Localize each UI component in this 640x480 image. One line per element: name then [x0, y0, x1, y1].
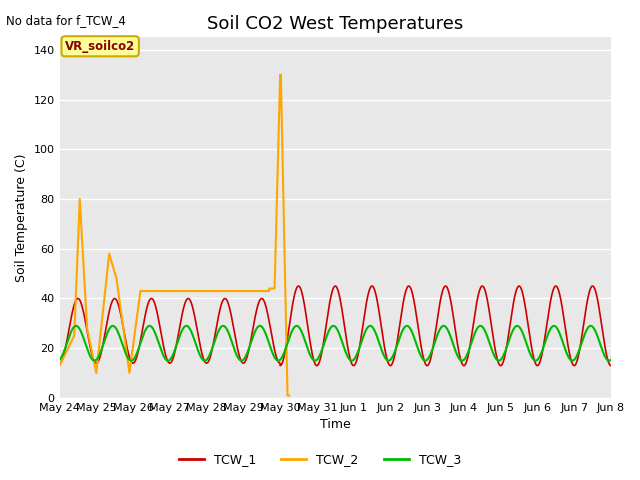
- Text: VR_soilco2: VR_soilco2: [65, 40, 135, 53]
- X-axis label: Time: Time: [320, 419, 351, 432]
- Legend: TCW_1, TCW_2, TCW_3: TCW_1, TCW_2, TCW_3: [174, 448, 466, 471]
- Title: Soil CO2 West Temperatures: Soil CO2 West Temperatures: [207, 15, 463, 33]
- Y-axis label: Soil Temperature (C): Soil Temperature (C): [15, 154, 28, 282]
- Text: No data for f_TCW_4: No data for f_TCW_4: [6, 14, 126, 27]
